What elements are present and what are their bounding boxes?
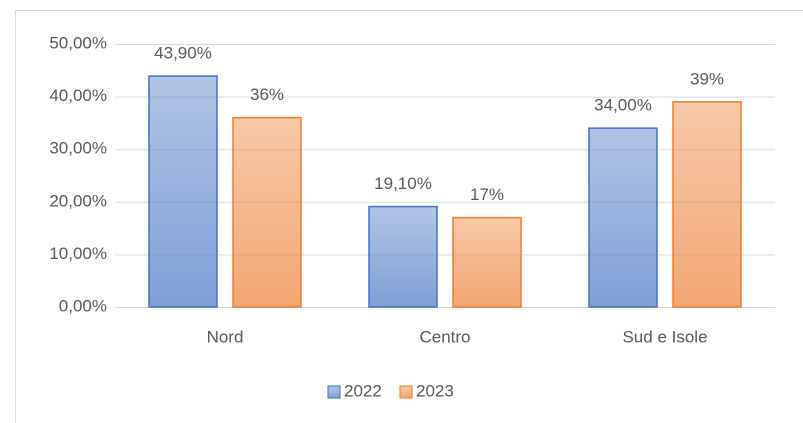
y-tick-label: 20,00% <box>49 191 107 210</box>
x-tick-label: Nord <box>207 327 244 346</box>
data-label: 19,10% <box>374 174 432 193</box>
bar <box>232 116 302 308</box>
bar <box>368 205 438 308</box>
legend-swatch <box>327 385 341 399</box>
legend-label: 2022 <box>344 381 382 400</box>
legend-swatch <box>399 385 413 399</box>
data-label: 39% <box>690 69 724 88</box>
bar <box>672 101 742 308</box>
y-tick-label: 50,00% <box>49 33 107 52</box>
y-tick-label: 40,00% <box>49 86 107 105</box>
data-label: 36% <box>250 85 284 104</box>
y-tick-label: 0,00% <box>59 296 107 315</box>
data-label: 34,00% <box>594 96 652 115</box>
bar <box>588 127 658 308</box>
y-tick-label: 30,00% <box>49 139 107 158</box>
bar <box>452 216 522 308</box>
x-tick-label: Sud e Isole <box>622 327 707 346</box>
chart-border <box>15 10 803 423</box>
legend-label: 2023 <box>416 381 454 400</box>
bar <box>148 75 218 308</box>
y-tick-label: 10,00% <box>49 244 107 263</box>
data-label: 43,90% <box>154 44 212 63</box>
x-tick-label: Centro <box>419 327 470 346</box>
data-label: 17% <box>470 185 504 204</box>
